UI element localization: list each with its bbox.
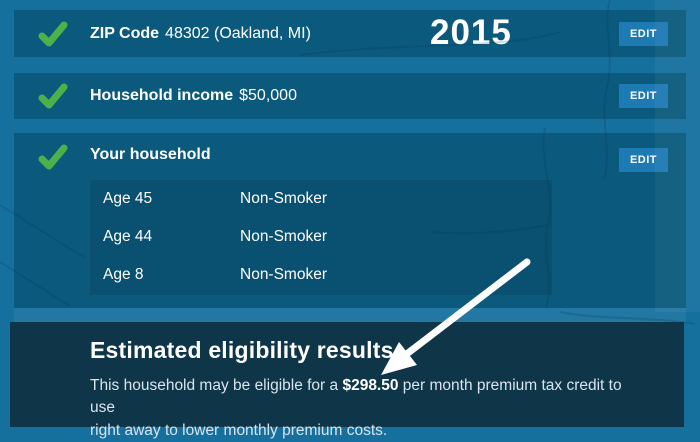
edit-household-button[interactable]: EDIT xyxy=(618,148,668,172)
check-icon xyxy=(38,21,68,46)
your-household-text: Your household xyxy=(90,133,217,177)
results-text: This household may be eligible for a $29… xyxy=(90,375,635,442)
check-icon xyxy=(38,144,68,170)
household-income-text: Household income $50,000 xyxy=(90,73,297,119)
member-age: Age 8 xyxy=(103,266,144,283)
results-text-line2: right away to lower monthly premium cost… xyxy=(90,421,388,439)
results-text-before: This household may be eligible for a xyxy=(90,377,343,394)
your-household-row: Your household EDIT Age 45 Non-Smoker Ag… xyxy=(14,133,686,308)
member-age: Age 44 xyxy=(103,228,153,245)
your-household-label: Your household xyxy=(90,146,211,163)
edit-zip-button[interactable]: EDIT xyxy=(618,21,668,46)
member-age: Age 45 xyxy=(103,190,153,207)
household-income-row: Household income $50,000 EDIT xyxy=(14,73,686,119)
household-income-value: $50,000 xyxy=(239,87,297,104)
household-members-table: Age 45 Non-Smoker Age 44 Non-Smoker Age … xyxy=(90,180,552,295)
results-title: Estimated eligibility results xyxy=(90,337,394,363)
zip-code-value: 48302 (Oakland, MI) xyxy=(165,24,311,42)
household-member-row: Age 8 Non-Smoker xyxy=(90,256,552,294)
check-icon xyxy=(38,83,68,109)
results-text-after: per month premium tax credit to use xyxy=(90,377,622,417)
member-smoking-status: Non-Smoker xyxy=(240,228,327,245)
eligibility-results-panel: Estimated eligibility results This house… xyxy=(10,322,684,439)
household-income-label: Household income xyxy=(90,87,234,104)
tax-credit-amount: $298.50 xyxy=(342,377,399,394)
household-member-row: Age 45 Non-Smoker xyxy=(90,180,552,218)
edit-income-button[interactable]: EDIT xyxy=(618,84,668,108)
zip-code-text: ZIP Code 48302 (Oakland, MI) xyxy=(90,10,311,57)
plan-year-label: 2015 xyxy=(430,12,512,52)
member-smoking-status: Non-Smoker xyxy=(240,266,327,283)
zip-code-row: ZIP Code 48302 (Oakland, MI) 2015 EDIT xyxy=(14,10,686,57)
zip-code-label: ZIP Code xyxy=(90,24,160,42)
household-member-row: Age 44 Non-Smoker xyxy=(90,218,552,256)
member-smoking-status: Non-Smoker xyxy=(240,190,327,207)
